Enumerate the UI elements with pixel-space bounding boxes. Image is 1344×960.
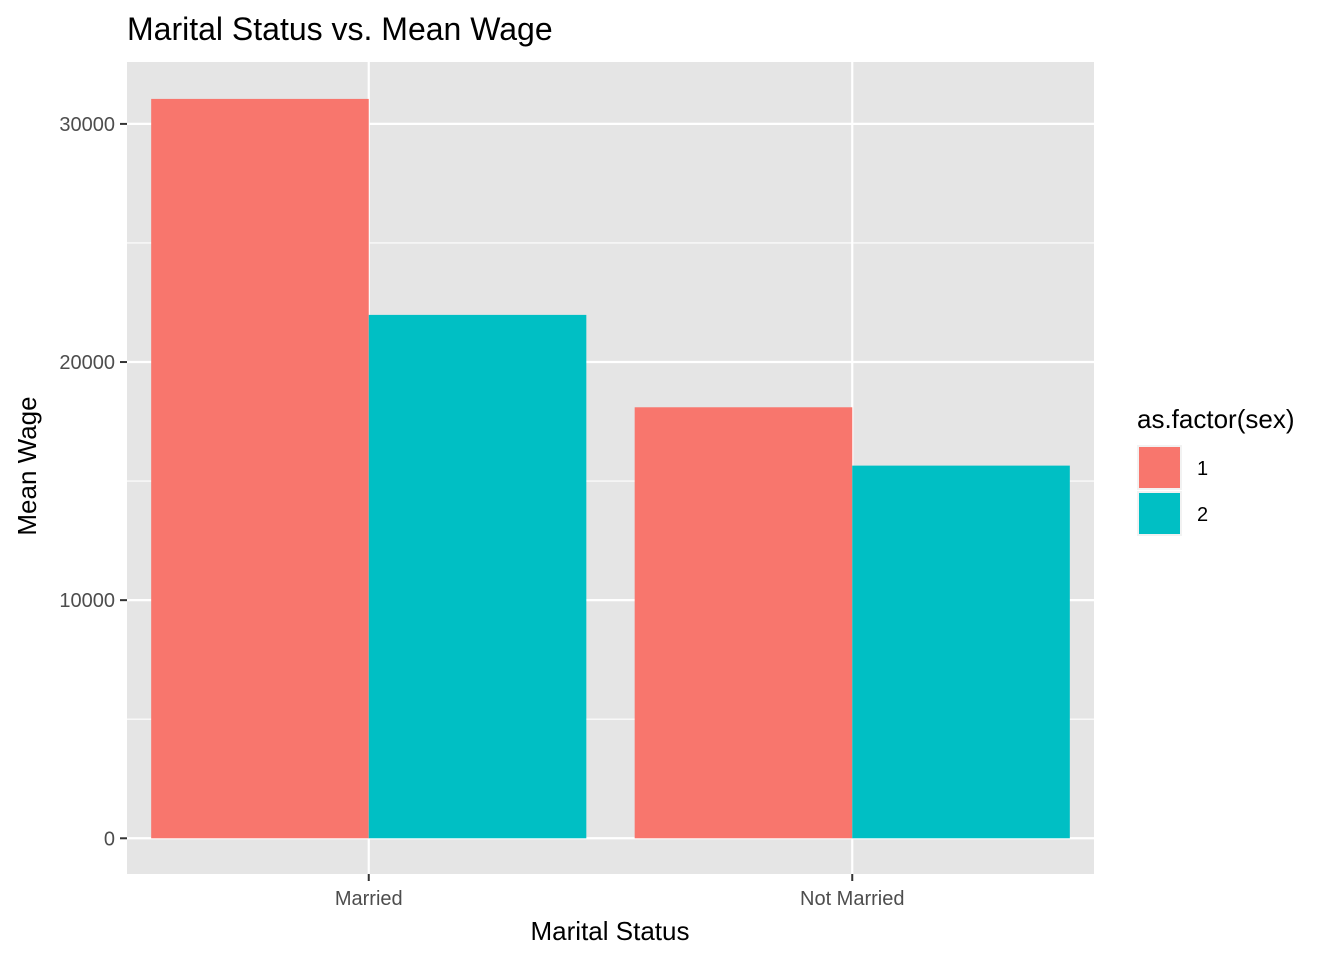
bar-not-married-series-1 [634,407,853,839]
y-tick-label: 0 [104,828,115,850]
legend-title: as.factor(sex) [1137,404,1295,434]
x-tick-label: Not Married [800,888,904,910]
bar-not-married-series-2 [852,465,1070,839]
legend-swatch [1139,493,1180,534]
x-tick-label: Married [335,888,403,910]
chart-title: Marital Status vs. Mean Wage [127,11,553,47]
x-axis: Married Not Married [335,874,904,910]
legend: as.factor(sex) 1 2 [1137,404,1295,536]
y-tick-label: 30000 [59,114,115,136]
y-axis: 0 10000 20000 30000 [59,114,127,850]
legend-label: 2 [1197,504,1208,526]
y-axis-title: Mean Wage [12,396,42,535]
bar-married-series-1 [151,98,369,839]
y-tick-label: 10000 [59,590,115,612]
legend-swatch [1139,447,1180,488]
x-axis-title: Marital Status [531,916,690,946]
bar-married-series-2 [368,314,587,839]
bars [151,98,1070,839]
y-tick-label: 20000 [59,352,115,374]
legend-label: 1 [1197,458,1208,480]
